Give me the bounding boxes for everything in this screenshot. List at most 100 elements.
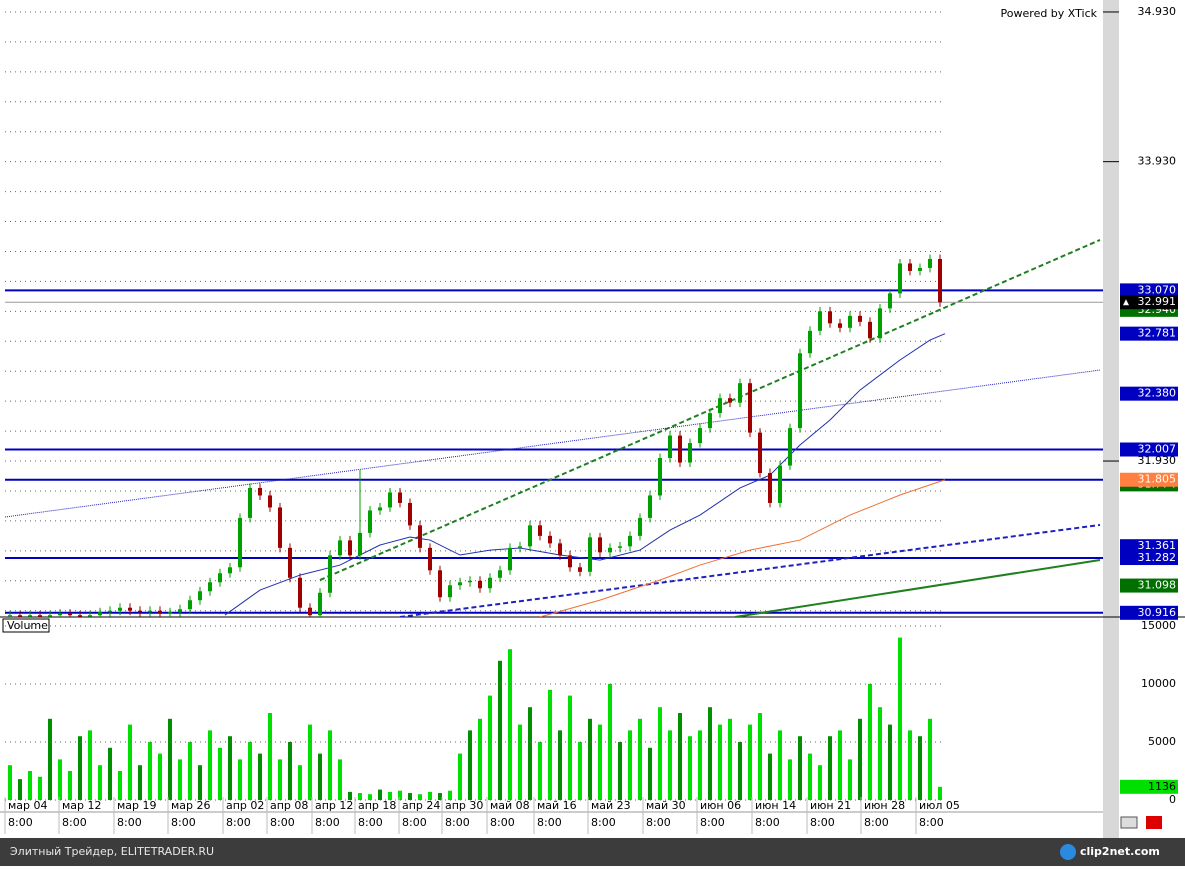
volume-last-label: 1136 [1148, 780, 1176, 793]
volume-title-box [2, 618, 50, 633]
candle-body [378, 507, 382, 511]
level-label: 30.916 [1138, 606, 1177, 619]
volume-bar [788, 759, 792, 800]
volume-bar [18, 779, 22, 800]
volume-bar [468, 730, 472, 800]
volume-bar [778, 730, 782, 800]
volume-bar [678, 713, 682, 800]
x-tick-time: 8:00 [919, 816, 944, 829]
candle-body [918, 267, 922, 271]
volume-tick-label: 5000 [1148, 735, 1176, 748]
candle-body [408, 502, 412, 526]
candle-body [638, 517, 642, 536]
candle-body [748, 383, 752, 433]
x-tick-label: июн 28 [864, 799, 905, 812]
candle-body [578, 567, 582, 572]
candle-body [398, 492, 402, 503]
volume-bar [308, 724, 312, 800]
candle-body [818, 311, 822, 331]
candle-body [598, 537, 602, 553]
level-box [1120, 551, 1178, 566]
candle-body [358, 532, 362, 556]
candle-body [518, 546, 522, 548]
candle-body [588, 537, 592, 572]
candle-body [288, 547, 292, 578]
candle-body [528, 525, 532, 547]
volume-bar [578, 742, 582, 800]
x-tick-label: апр 24 [402, 799, 440, 812]
candle-body [498, 570, 502, 578]
candle-body [8, 615, 12, 617]
candle-body [698, 428, 702, 444]
candle-body [38, 615, 42, 617]
volume-bar [398, 790, 402, 800]
volume-bar [758, 713, 762, 800]
volume-bar [148, 742, 152, 800]
volume-bar [378, 789, 382, 800]
candle-body [758, 432, 762, 474]
candle-body [548, 535, 552, 544]
volume-bar [178, 759, 182, 800]
volume-bar [928, 718, 932, 800]
volume-bar [58, 759, 62, 800]
axis-strip [1103, 0, 1119, 838]
candle-body [28, 615, 32, 617]
level-label: 32.380 [1138, 387, 1177, 400]
volume-bar [288, 742, 292, 800]
volume-bar [198, 765, 202, 800]
candle-body [538, 525, 542, 536]
candle-body [428, 547, 432, 571]
x-tick-label: май 16 [537, 799, 577, 812]
volume-tick-label: 15000 [1141, 619, 1176, 632]
candle-body [338, 540, 342, 556]
x-tick-label: апр 12 [315, 799, 353, 812]
x-tick-time: 8:00 [700, 816, 725, 829]
volume-bar [428, 791, 432, 800]
last-price-label: 32.991 [1138, 295, 1177, 308]
volume-bar [848, 759, 852, 800]
candle-body [708, 413, 712, 429]
volume-bar [218, 747, 222, 800]
candle-body [908, 263, 912, 271]
volume-bar [68, 771, 72, 800]
x-tick-label: мар 12 [62, 799, 102, 812]
level-label: 31.361 [1138, 539, 1177, 552]
volume-bar [708, 707, 712, 800]
candle-body [98, 612, 102, 616]
candle-body [218, 573, 222, 583]
candle-body [108, 610, 112, 613]
level-box [1120, 442, 1178, 457]
x-tick-label: май 30 [646, 799, 686, 812]
level-box [1120, 472, 1178, 487]
candle-body [238, 517, 242, 568]
x-tick-time: 8:00 [445, 816, 470, 829]
candle-body [348, 540, 352, 556]
volume-bar [328, 730, 332, 800]
candle-body [188, 600, 192, 610]
icon[interactable] [1146, 816, 1162, 829]
volume-tick-label: 0 [1169, 793, 1176, 806]
volume-bar [668, 730, 672, 800]
candle-body [458, 582, 462, 586]
last-price-box [1120, 295, 1178, 310]
x-tick-label: май 23 [591, 799, 631, 812]
x-tick-time: 8:00 [402, 816, 427, 829]
y-tick-label: 31.930 [1138, 454, 1177, 467]
candle-body [668, 435, 672, 459]
volume-bar [718, 724, 722, 800]
candle-body [728, 398, 732, 403]
volume-bar [448, 790, 452, 800]
x-tick-time: 8:00 [270, 816, 295, 829]
candle-body [718, 398, 722, 414]
x-tick-label: июн 14 [755, 799, 796, 812]
candle-body [258, 487, 262, 496]
volume-bar [698, 730, 702, 800]
volume-bar [918, 736, 922, 800]
volume-bar [898, 637, 902, 800]
volume-bar [38, 776, 42, 800]
volume-last-box [1120, 779, 1178, 794]
volume-bar [548, 689, 552, 800]
icon[interactable] [1120, 816, 1138, 829]
x-tick-time: 8:00 [358, 816, 383, 829]
volume-bar [128, 724, 132, 800]
